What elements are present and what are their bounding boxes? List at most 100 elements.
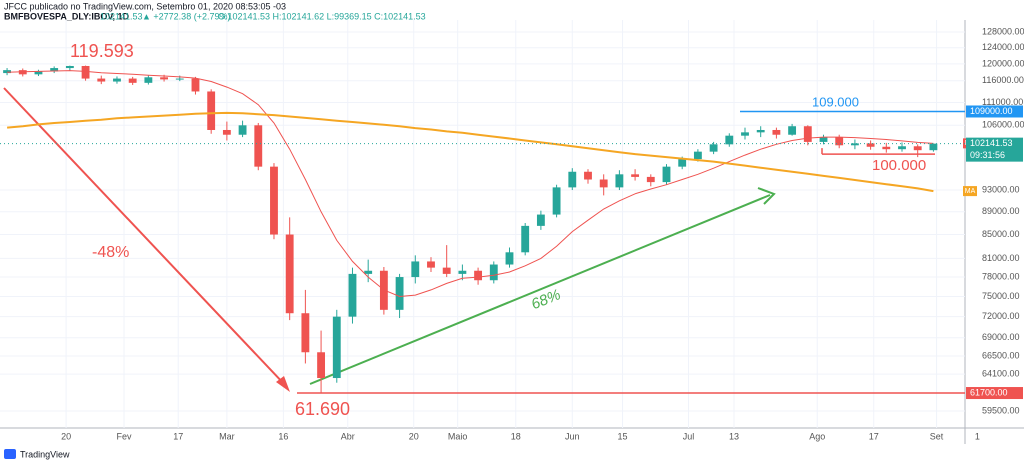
candle-body [144,77,153,83]
candle-body [599,179,608,188]
candle-body [772,129,781,135]
candle-body [191,78,200,92]
price-axis-label: 61700.00 [970,387,1008,397]
candle-body [850,143,859,146]
x-tick-label: 20 [61,431,71,441]
candle-body [317,352,326,379]
rise-arrow [309,194,771,385]
drop-arrowhead [276,376,290,392]
candle-body [803,126,812,142]
last-price-label: 102141.53 [970,138,1013,148]
candle-body [175,78,184,80]
candle-body [725,135,734,145]
candle-body [222,129,231,135]
price-axis-box [966,387,1023,400]
candle-body [50,68,59,72]
candle-body [866,143,875,147]
candle-body [819,137,828,142]
rise-label: 68% [529,286,563,313]
x-tick-label: Mar [219,431,235,441]
candle-body [615,174,624,188]
x-tick-label: 15 [618,431,628,441]
x-tick-label: 20 [409,431,419,441]
candle-body [662,166,671,183]
candle-body [65,65,74,69]
y-tick-label: 124000.00 [982,42,1024,52]
y-tick-label: 66500.00 [982,350,1020,360]
candle-body [285,234,294,314]
candle-body [97,78,106,82]
price-axis-label: 109000.00 [970,106,1013,116]
candle-body [693,151,702,160]
candle-body [521,225,530,253]
candle-body [254,125,263,167]
y-tick-label: 78000.00 [982,271,1020,281]
rise-arrowhead [757,187,776,205]
candle-body [3,70,11,74]
candle-body [631,174,640,177]
candle-body [835,137,844,146]
symbol: BMFBOVESPA_DLY:IBOV, 1D [4,11,130,21]
candle-body [646,176,655,183]
x-tick-label: 17 [869,431,879,441]
candle-body [788,126,797,135]
y-tick-label: 75000.00 [982,291,1020,301]
candle-body [552,187,561,215]
candle-body [207,91,216,130]
drawings [3,87,776,392]
candle-body [442,267,451,274]
candle-body [238,125,247,135]
candle-body [709,144,718,152]
candle-body [898,146,906,150]
y-tick-label: 59500.00 [982,405,1020,415]
drop-arrow [3,87,287,387]
moving-average [7,111,934,193]
candle-body [81,65,90,79]
candle-body [584,171,592,180]
y-tick-label: 72000.00 [982,311,1020,321]
ohlc: O:102141.53 H:102141.62 L:99369.15 C:102… [218,11,426,21]
x-tick-label: 17 [173,431,183,441]
candle-body [882,146,891,150]
drop-label: -48% [92,244,129,261]
x-tick-label: 13 [729,431,739,441]
publish-line: JFCC publicado no TradingView.com, Setem… [4,1,286,11]
ma-label: MA [965,188,976,195]
brand-logo [4,449,16,459]
y-tick-label: 64100.00 [982,369,1020,379]
low-label: 61.690 [295,399,350,419]
x-tick-label: Jul [683,431,695,441]
x-tick-label: 16 [278,431,288,441]
candle-body [364,270,373,274]
moving-average [7,70,934,298]
high-label: 119.593 [70,41,134,61]
y-tick-label: 128000.00 [982,26,1024,36]
y-tick-label: 89000.00 [982,206,1020,216]
x-tick-label: Ago [809,431,825,441]
price-axis-box [966,105,1023,118]
candle-body [474,270,483,281]
candle-body [568,171,577,188]
y-tick-label: 85000.00 [982,229,1020,239]
y-tick-label: 111000.00 [982,97,1023,107]
candle-body [411,261,420,278]
candle-body [160,77,168,80]
last-price-box [966,137,1023,162]
candle-body [913,146,922,151]
x-tick-label: Abr [341,431,355,441]
candle-body [332,316,341,379]
candle-body [678,159,687,167]
y-tick-label: 93000.00 [982,184,1020,194]
y-tick-label: 116000.00 [982,75,1024,85]
y-tick-label: 106000.00 [982,120,1024,130]
candle-body [489,264,498,281]
candle-body [756,129,765,133]
last-price: 102141.53 [100,11,143,21]
candle-body [505,252,514,265]
support-label: 100.000 [872,157,926,174]
candle-body [270,166,278,235]
candle-body [929,143,938,151]
y-tick-label: 120000.00 [982,58,1024,68]
